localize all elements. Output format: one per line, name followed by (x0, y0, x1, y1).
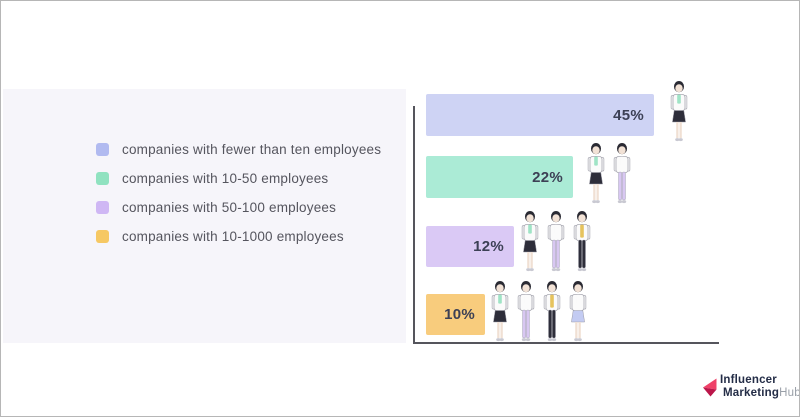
legend-item-label: companies with 50-100 employees (122, 199, 337, 215)
legend-swatch (96, 229, 109, 243)
chart-axis (413, 106, 719, 344)
bar-value-label: 45% (613, 106, 644, 124)
bar-value-label: 10% (444, 306, 475, 323)
legend-swatch (96, 142, 109, 156)
person-figure (610, 142, 634, 204)
person-figure (566, 280, 590, 342)
bar-value-label: 22% (532, 168, 563, 186)
bar-value-label: 12% (473, 238, 504, 255)
logo-word-marketing: Marketing (723, 386, 780, 399)
logo-line2: MarketingHub (720, 386, 800, 400)
person-figure (570, 210, 594, 272)
logo-text: Influencer MarketingHub (720, 374, 800, 400)
person-figure (518, 210, 542, 272)
logo-word-influencer: Influencer (720, 374, 777, 386)
brand-logo: Influencer MarketingHub (702, 374, 800, 400)
legend-item: companies with fewer than ten employees (96, 141, 382, 157)
legend-item-label: companies with 10-1000 employees (122, 228, 344, 244)
logo-arrow-icon (703, 378, 717, 397)
people-group (518, 210, 594, 272)
legend-panel: companies with fewer than ten employees c… (3, 89, 406, 343)
legend-item-label: companies with fewer than ten employees (122, 141, 382, 157)
people-group (488, 280, 590, 342)
people-group (584, 142, 634, 204)
logo-word-hub: Hub (779, 386, 800, 399)
person-figure (540, 280, 564, 342)
bar: 45% (426, 94, 654, 136)
bar: 22% (426, 156, 573, 198)
legend-swatch (96, 200, 109, 214)
legend-list: companies with fewer than ten employees c… (96, 142, 381, 258)
legend-item: companies with 10-1000 employees (96, 228, 381, 244)
person-figure (584, 142, 608, 204)
legend-item-label: companies with 10-50 employees (122, 170, 329, 186)
legend-item: companies with 50-100 employees (96, 199, 381, 215)
people-group (667, 80, 691, 142)
legend-swatch (96, 171, 109, 185)
legend-item: companies with 10-50 employees (96, 170, 381, 186)
person-figure (544, 210, 568, 272)
bar: 12% (426, 226, 514, 267)
person-figure (514, 280, 538, 342)
bar: 10% (426, 294, 485, 335)
person-figure (488, 280, 512, 342)
person-figure (667, 80, 691, 142)
